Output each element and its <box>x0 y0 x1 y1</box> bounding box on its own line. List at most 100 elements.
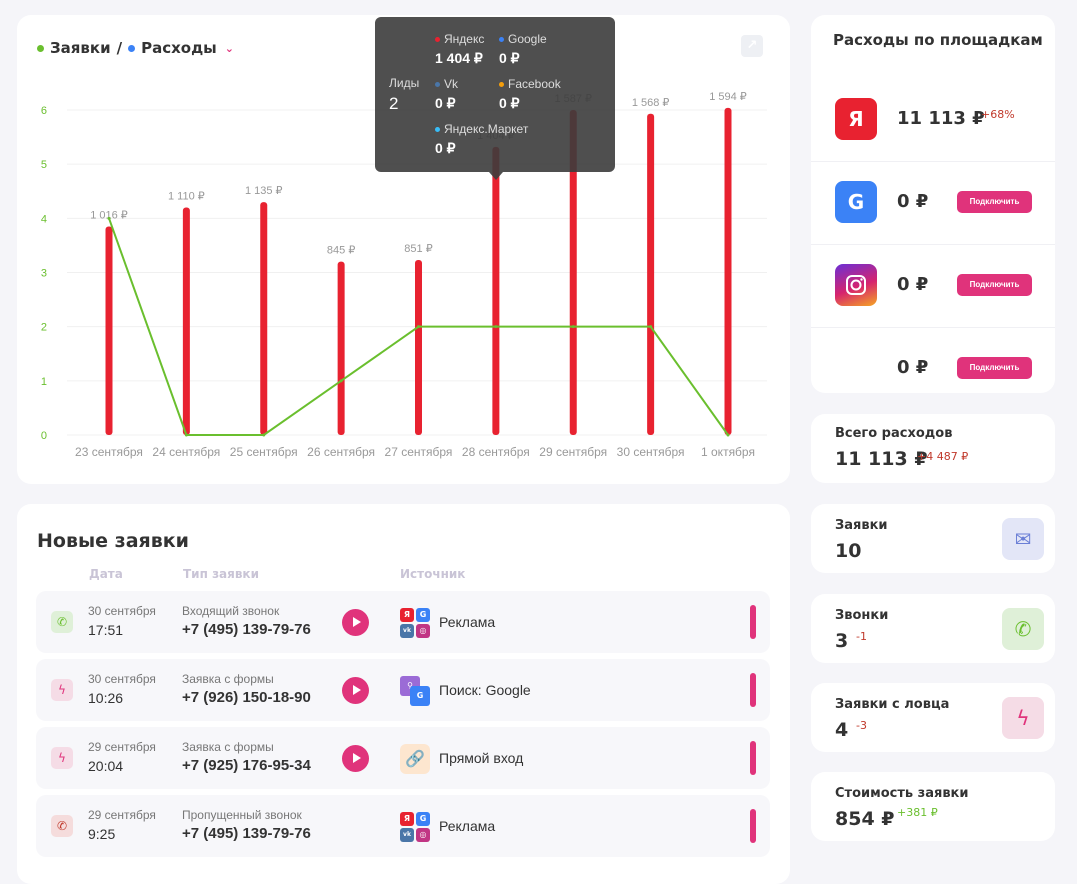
row-status-bar <box>750 809 756 843</box>
instagram-glyph <box>846 275 866 295</box>
row-type: Заявка с формы <box>182 740 274 754</box>
row-source: Поиск: Google <box>439 682 531 698</box>
platform-row-other: 0 ₽ Подключить <box>811 327 1055 410</box>
calls-value: 3 <box>835 630 849 652</box>
yandex-icon: Я <box>835 98 877 140</box>
link-icon: 🔗 <box>400 744 430 774</box>
table-row[interactable]: ϟ 30 сентября 10:26 Заявка с формы +7 (9… <box>36 659 770 721</box>
tooltip-leads-label: Лиды <box>389 76 420 90</box>
row-time: 17:51 <box>88 622 124 638</box>
tooltip-arrow <box>489 172 503 180</box>
tooltip-item-name: Яндекс.Маркет <box>444 122 529 136</box>
bar-value-label: 1 016 ₽ <box>90 209 128 221</box>
yandex-mini-icon: Я <box>400 812 414 826</box>
total-label: Всего расходов <box>835 426 953 441</box>
spend-bar <box>337 261 345 435</box>
row-source: Прямой вход <box>439 750 524 766</box>
row-status-bar <box>750 673 756 707</box>
y-tick-label: 4 <box>41 213 47 225</box>
tooltip-item-value: 0 ₽ <box>499 95 520 111</box>
platforms-card: Расходы по площадкам Я 11 113 ₽ +68% G 0… <box>811 15 1055 393</box>
y-tick-label: 3 <box>41 268 47 280</box>
x-tick-label: 28 сентября <box>462 445 530 459</box>
x-tick-label: 23 сентября <box>75 445 143 459</box>
connect-google-button[interactable]: Подключить <box>957 191 1032 213</box>
catcher-delta: -3 <box>856 719 867 732</box>
vk-mini-icon: vk <box>400 624 414 638</box>
connect-other-button[interactable]: Подключить <box>957 357 1032 379</box>
row-date: 29 сентября <box>88 808 156 822</box>
ad-sources-icon: Я G vk ◎ <box>400 812 430 842</box>
spend-bar <box>415 260 422 435</box>
table-row[interactable]: ✆ 29 сентября 9:25 Пропущенный звонок +7… <box>36 795 770 857</box>
x-tick-label: 30 сентября <box>617 445 685 459</box>
row-phone[interactable]: +7 (495) 139-79-76 <box>182 825 311 842</box>
chart-tooltip: Лиды 2 Яндекс 1 404 ₽ Google 0 ₽ Vk 0 ₽ … <box>375 17 615 180</box>
y-tick-label: 1 <box>41 376 47 388</box>
requests-card: Заявки 10 ✉ <box>811 504 1055 573</box>
row-phone[interactable]: +7 (495) 139-79-76 <box>182 621 311 638</box>
row-phone[interactable]: +7 (925) 176-95-34 <box>182 757 311 774</box>
tooltip-leads-value: 2 <box>389 94 399 113</box>
leads-point <box>417 325 420 329</box>
lightning-icon: ϟ <box>51 747 73 769</box>
leads-point <box>339 379 343 383</box>
x-tick-label: 29 сентября <box>539 445 607 459</box>
platform-row-google: G 0 ₽ Подключить <box>811 161 1055 245</box>
x-tick-label: 26 сентября <box>307 445 375 459</box>
row-date: 30 сентября <box>88 604 156 618</box>
play-button[interactable] <box>342 609 369 636</box>
leads-point <box>494 325 498 329</box>
table-row[interactable]: ✆ 30 сентября 17:51 Входящий звонок +7 (… <box>36 591 770 653</box>
col-date: Дата <box>89 567 123 581</box>
chevron-down-icon[interactable]: ⌄ <box>224 41 234 55</box>
calls-card: Звонки 3 -1 ✆ <box>811 594 1055 663</box>
expand-icon[interactable]: ↗ <box>741 35 763 57</box>
spend-bar <box>182 207 190 435</box>
leads-point <box>184 433 188 437</box>
chart-legend[interactable]: Заявки / Расходы ⌄ <box>37 39 234 57</box>
google-mini-icon: G <box>410 686 430 706</box>
x-tick-label: 1 октября <box>701 445 755 459</box>
cost-delta: +381 ₽ <box>897 806 938 819</box>
cost-value: 854 ₽ <box>835 808 895 830</box>
missed-call-icon: ✆ <box>51 815 73 837</box>
spend-bar <box>569 110 577 435</box>
google-dot <box>499 37 504 43</box>
table-row[interactable]: ϟ 29 сентября 20:04 Заявка с формы +7 (9… <box>36 727 770 789</box>
row-phone[interactable]: +7 (926) 150-18-90 <box>182 689 311 706</box>
connect-instagram-button[interactable]: Подключить <box>957 274 1032 296</box>
leads-title: Новые заявки <box>37 530 189 552</box>
row-type: Заявка с формы <box>182 672 274 686</box>
legend-spend: Расходы <box>141 39 217 57</box>
facebook-dot <box>499 82 504 88</box>
play-button[interactable] <box>342 745 369 772</box>
catcher-value: 4 <box>835 719 849 741</box>
spend-bar <box>724 107 732 435</box>
phone-icon: ✆ <box>51 611 73 633</box>
tooltip-item-value: 1 404 ₽ <box>435 50 483 66</box>
leads-point <box>649 325 653 329</box>
phone-icon: ✆ <box>1002 608 1044 650</box>
tooltip-item-value: 0 ₽ <box>499 50 520 66</box>
tooltip-item-yandex: Яндекс <box>435 32 484 46</box>
row-time: 10:26 <box>88 690 124 706</box>
google-icon: G <box>835 181 877 223</box>
play-button[interactable] <box>342 677 369 704</box>
bar-value-label: 1 135 ₽ <box>245 185 283 197</box>
instagram-mini-icon: ◎ <box>416 828 430 842</box>
bar-value-label: 845 ₽ <box>327 245 355 257</box>
row-status-bar <box>750 605 756 639</box>
platform-delta: +68% <box>981 108 1015 121</box>
bar-value-label: 1 568 ₽ <box>632 97 670 109</box>
leads-point <box>571 325 575 329</box>
total-card: Всего расходов 11 113 ₽ +4 487 ₽ <box>811 414 1055 483</box>
platforms-title: Расходы по площадкам <box>833 31 1043 49</box>
bar-value-label: 1 594 ₽ <box>709 91 747 103</box>
tooltip-item-name: Google <box>508 32 547 46</box>
row-status-bar <box>750 741 756 775</box>
total-delta: +4 487 ₽ <box>917 450 969 463</box>
spend-bar <box>647 113 655 436</box>
platform-row-yandex: Я 11 113 ₽ +68% <box>811 78 1055 162</box>
tooltip-item-value: 0 ₽ <box>435 95 456 111</box>
